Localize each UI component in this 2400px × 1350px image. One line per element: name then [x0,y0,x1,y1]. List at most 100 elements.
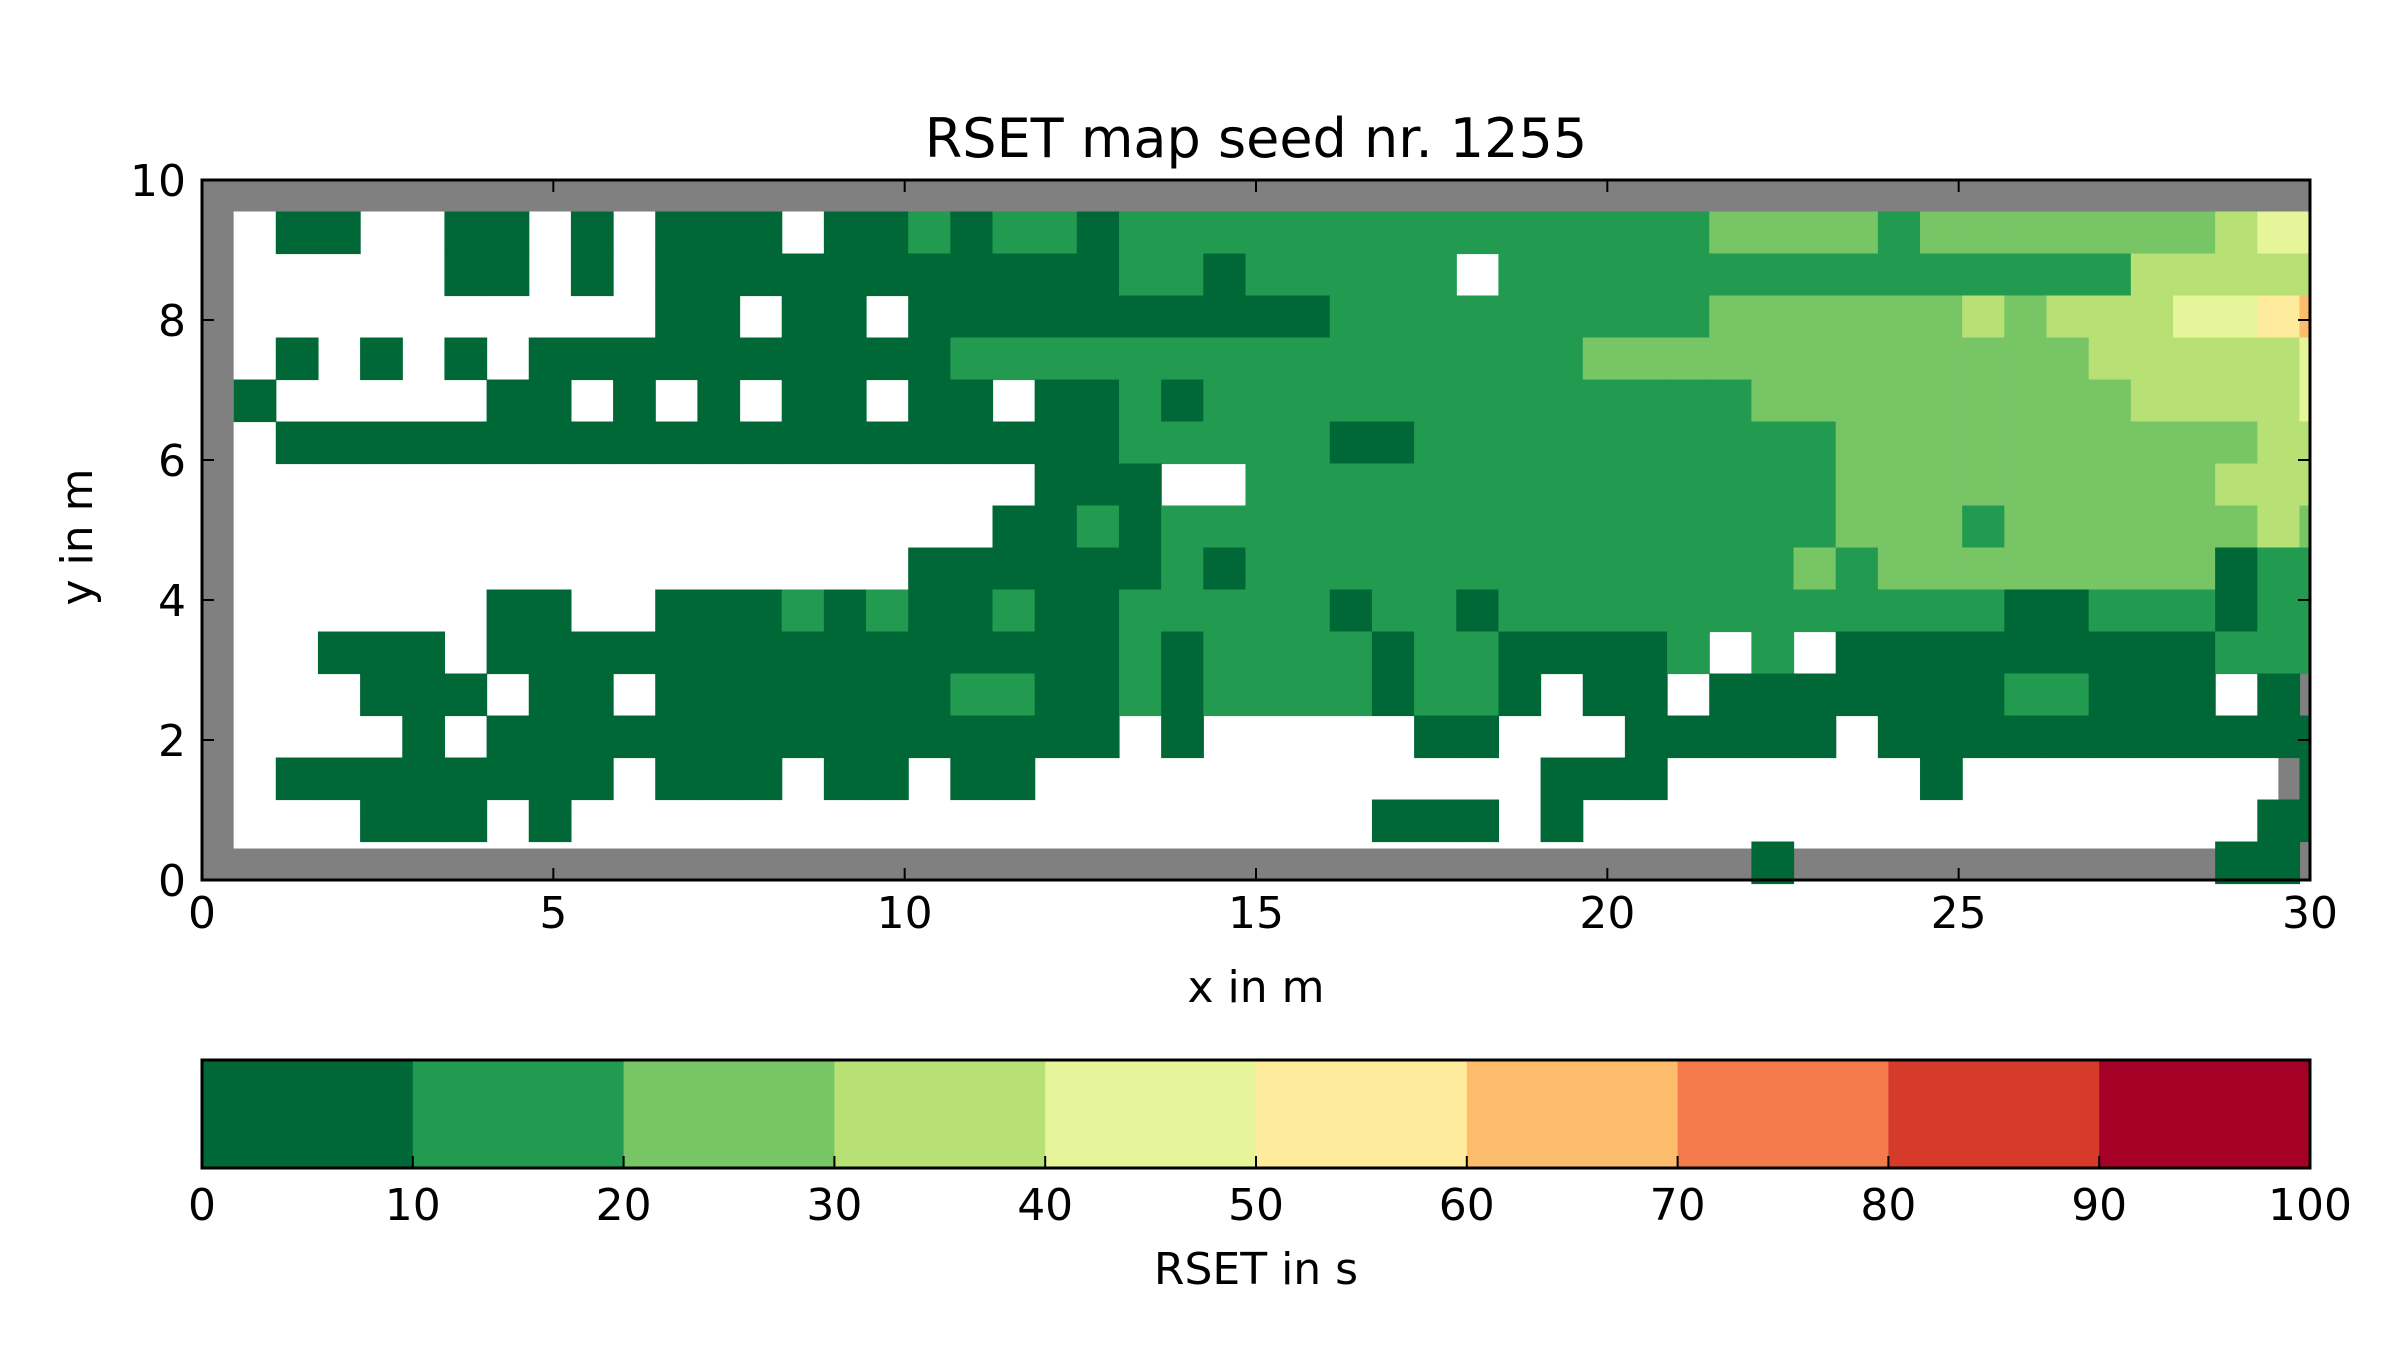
colorbar-tick-label: 60 [1439,1180,1495,1231]
heatmap-cell [1667,505,1710,549]
heatmap-cell [1793,379,1837,423]
heatmap-cell [1709,253,1752,297]
heatmap-cell [1371,211,1415,255]
x-axis-label: x in m [1188,962,1325,1013]
heatmap-cell [444,673,488,717]
heatmap-cell [992,715,1036,759]
heatmap-cell [1582,337,1626,381]
heatmap-cell [1667,379,1710,423]
heatmap-cell [1118,631,1162,675]
heatmap-cell [950,295,994,339]
heatmap-cell [1371,505,1415,549]
heatmap-cell [1667,589,1710,633]
x-tick-label: 30 [2282,888,2338,939]
heatmap-cell [1034,505,1078,549]
heatmap-cell [1287,295,1331,339]
heatmap-cell [2215,421,2258,465]
heatmap-cell [1245,337,1289,381]
heatmap-cell [1161,589,1204,633]
heatmap-cell [2257,379,2301,423]
heatmap-cell [1034,673,1078,717]
heatmap-cell [1161,253,1204,297]
heatmap-cell [697,295,741,339]
heatmap-cell [1118,211,1162,255]
heatmap-cell [1709,337,1752,381]
heatmap-cell [992,547,1036,591]
heatmap-cell [655,757,698,801]
heatmap-cell [2215,589,2258,633]
heatmap-cell [1540,253,1584,297]
heatmap-cell [2257,547,2301,591]
heatmap-cell [1624,673,1668,717]
heatmap-cell [2046,421,2090,465]
heatmap-cell [1414,211,1457,255]
heatmap-cell [1920,211,1963,255]
heatmap-cell [697,757,741,801]
heatmap-cell [2172,547,2216,591]
heatmap-cell [1076,253,1120,297]
heatmap-cell [613,379,656,423]
heatmap-cell [1245,547,1289,591]
heatmap-cell [1414,295,1457,339]
heatmap-cell [950,673,994,717]
heatmap-cell [908,253,951,297]
heatmap-cell [1076,547,1120,591]
heatmap-cell [781,589,825,633]
heatmap-cell [1414,379,1457,423]
heatmap-cell [1498,463,1542,507]
heatmap-cell [908,589,951,633]
heatmap-cell [1835,463,1879,507]
heatmap-cell [1034,631,1078,675]
heatmap-cell [1877,631,1921,675]
heatmap-cell [992,673,1036,717]
heatmap-cell [1414,253,1457,297]
heatmap-cell [1751,421,1795,465]
heatmap-cell [823,211,867,255]
heatmap-cell [2172,715,2216,759]
heatmap-cell [1245,631,1289,675]
heatmap-cell [1076,589,1120,633]
heatmap-cell [2130,547,2174,591]
heatmap-cell [823,715,867,759]
heatmap-cell [2257,631,2301,675]
heatmap-cell [1287,421,1331,465]
heatmap-cell [1245,505,1289,549]
heatmap-cell [1118,673,1162,717]
heatmap-cell [1877,253,1921,297]
heatmap-cell [655,673,698,717]
map-axes: 0 5 10 15 20 25 30 0 2 4 6 8 10 [130,156,2338,939]
heatmap-cell [1034,295,1078,339]
heatmap-cell [1371,547,1415,591]
heatmap-cell [1540,379,1584,423]
heatmap-cell [1540,463,1584,507]
heatmap-cell [1161,547,1204,591]
heatmap-cell [1245,295,1289,339]
heatmap-cell [2046,589,2090,633]
heatmap-cell [1667,547,1710,591]
heatmap-cell [2299,631,2311,675]
heatmap-cell [528,337,572,381]
heatmap-cell [1161,715,1204,759]
heatmap-cell [2130,505,2174,549]
heatmap-cell [1920,715,1963,759]
heatmap-cell [360,799,403,843]
heatmap-cell [1920,295,1963,339]
heatmap-cell [1751,715,1795,759]
heatmap-cell [739,589,783,633]
heatmap-cell [1076,673,1120,717]
heatmap-cell [570,757,614,801]
heatmap-cell [2257,799,2301,843]
heatmap-cell [2257,673,2301,717]
heatmap-cell [1962,589,2005,633]
heatmap-cell [1498,631,1542,675]
heatmap-cell [1414,673,1457,717]
heatmap-cell [1877,463,1921,507]
heatmap-cell [655,631,698,675]
heatmap-cell [528,799,572,843]
heatmap-cell [444,799,488,843]
heatmap-cell [908,337,951,381]
heatmap-cell [2257,211,2301,255]
heatmap-cell [1793,463,1837,507]
heatmap-cell [1709,505,1752,549]
heatmap-cell [1877,295,1921,339]
